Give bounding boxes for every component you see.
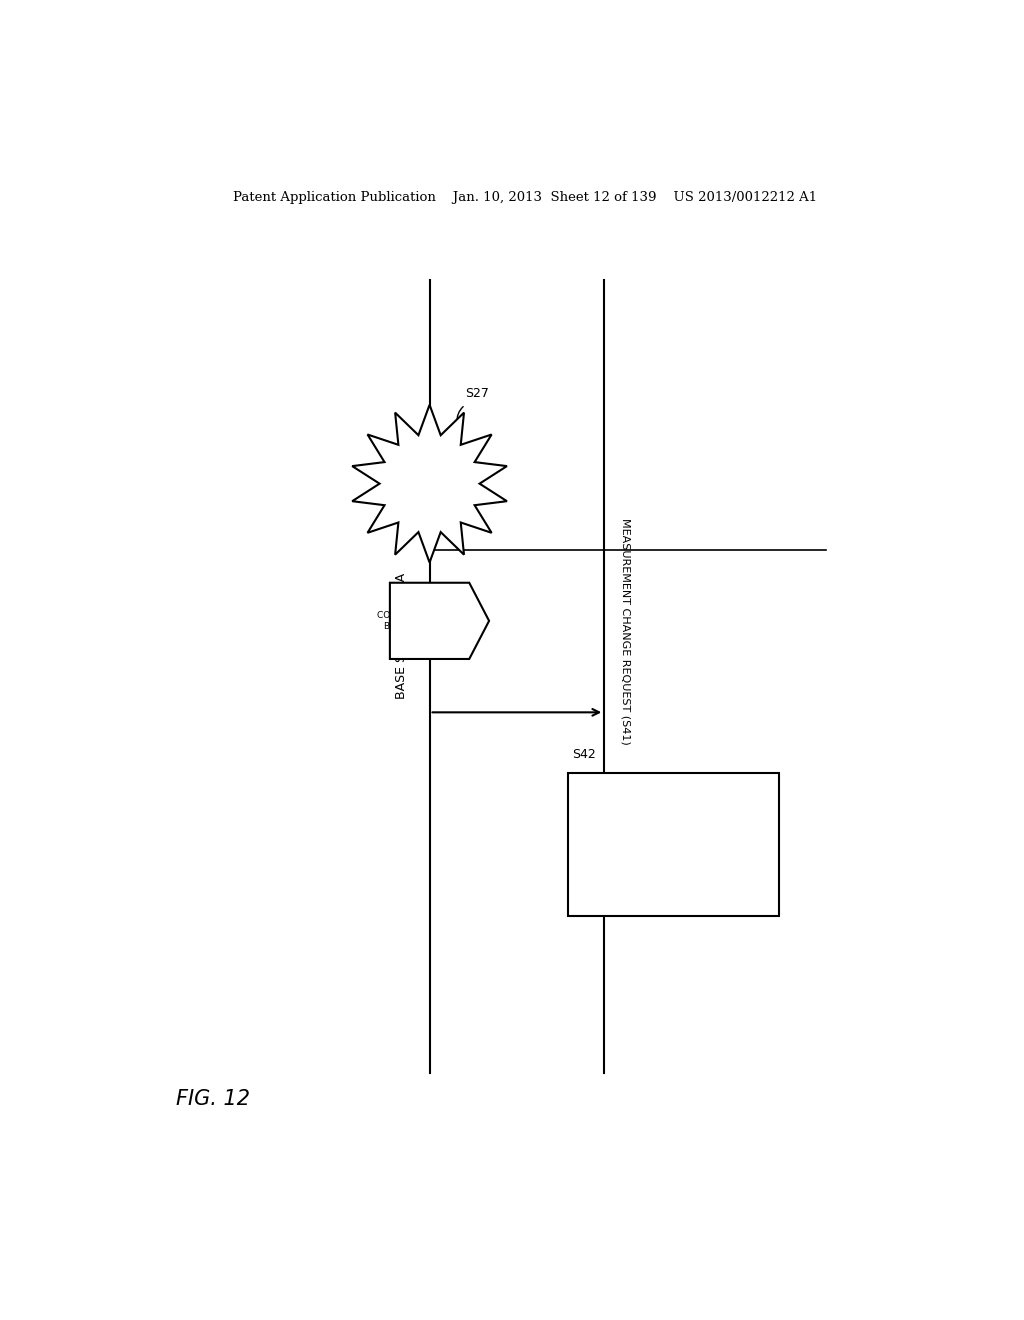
Text: MEASUREMENT CHANGE REQUEST (S41): MEASUREMENT CHANGE REQUEST (S41) (620, 517, 630, 744)
Text: BASE STATION 101A: BASE STATION 101A (395, 573, 409, 700)
Text: OCCURRENCE OF
OPTIMIZATION OF
NEIGHBORING CELL
INFORMATION: OCCURRENCE OF OPTIMIZATION OF NEIGHBORIN… (378, 459, 481, 508)
Text: S42: S42 (572, 748, 596, 762)
Text: COMMUNICATING WITH
BASE STATION 101A: COMMUNICATING WITH BASE STATION 101A (377, 611, 482, 631)
Bar (568, 774, 778, 916)
Text: S27: S27 (465, 387, 489, 400)
Polygon shape (352, 405, 507, 562)
Polygon shape (390, 582, 489, 659)
Text: Patent Application Publication    Jan. 10, 2013  Sheet 12 of 139    US 2013/0012: Patent Application Publication Jan. 10, … (232, 190, 817, 203)
Text: FIG. 12: FIG. 12 (176, 1089, 250, 1109)
Text: EXECUTE MEASUREMENT BASED
ON UPDATED NEIGHBORING
CALL INFORMATION: EXECUTE MEASUREMENT BASED ON UPDATED NEI… (589, 826, 758, 863)
Text: TERMINAL 202: TERMINAL 202 (578, 774, 591, 865)
